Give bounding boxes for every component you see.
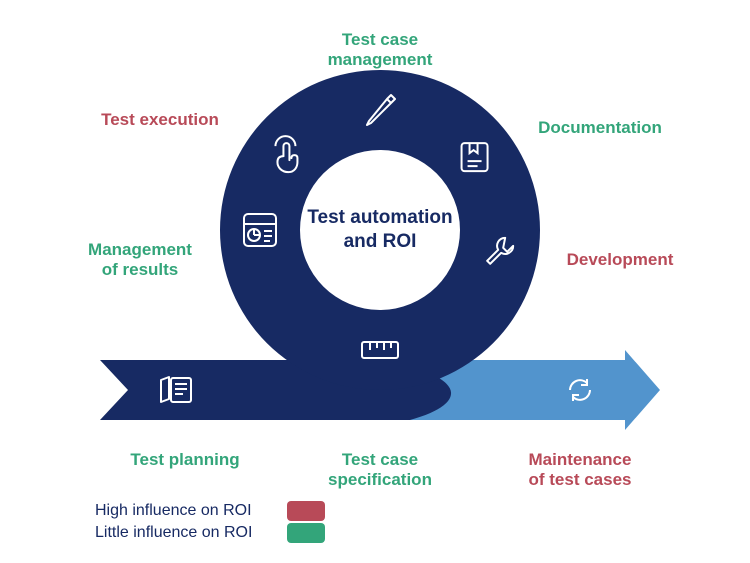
node-label-test_execution: Test execution	[80, 110, 240, 130]
legend-row-high: High influence on ROI	[95, 501, 325, 521]
center-title: Test automation and ROI	[290, 206, 470, 254]
node-label-management_results: Management of results	[60, 240, 220, 281]
node-label-documentation: Documentation	[520, 118, 680, 138]
node-label-test_case_management: Test case management	[300, 30, 460, 71]
node-label-development: Development	[540, 250, 700, 270]
legend-swatch-high	[287, 501, 325, 521]
node-label-test_planning: Test planning	[105, 450, 265, 470]
node-label-maintenance: Maintenance of test cases	[500, 450, 660, 491]
legend: High influence on ROI Little influence o…	[95, 499, 325, 543]
legend-label-high: High influence on ROI	[95, 502, 275, 520]
legend-swatch-low	[287, 523, 325, 543]
node-label-test_case_spec: Test case specification	[300, 450, 460, 491]
legend-label-low: Little influence on ROI	[95, 524, 275, 542]
legend-row-low: Little influence on ROI	[95, 523, 325, 543]
diagram-stage: Test automation and ROI High influence o…	[0, 0, 750, 563]
